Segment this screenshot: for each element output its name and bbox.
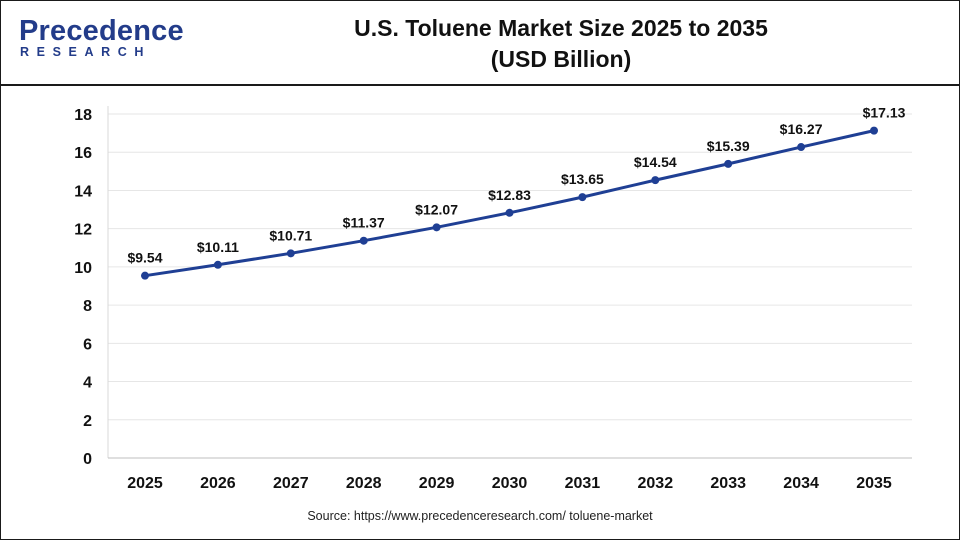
y-tick-label: 6	[83, 336, 92, 353]
x-tick-label: 2028	[346, 475, 382, 492]
y-tick-label: 14	[74, 183, 92, 200]
data-label: $17.13	[863, 105, 906, 121]
data-point	[724, 159, 733, 168]
x-tick-label: 2032	[638, 475, 674, 492]
data-label: $16.27	[780, 121, 823, 137]
y-tick-label: 0	[83, 451, 92, 468]
x-tick-label: 2035	[856, 475, 892, 492]
data-label: $10.11	[197, 239, 239, 255]
data-point	[797, 143, 806, 152]
x-tick-label: 2029	[419, 475, 455, 492]
x-tick-label: 2033	[710, 475, 746, 492]
data-point	[141, 271, 149, 280]
data-label: $11.37	[343, 215, 385, 231]
data-label: $14.54	[634, 154, 677, 170]
x-tick-label: 2030	[492, 475, 528, 492]
chart-title-line2: (USD Billion)	[490, 46, 632, 72]
data-label: $15.39	[707, 138, 750, 154]
data-point	[359, 236, 368, 245]
data-point	[286, 249, 295, 258]
data-point	[432, 223, 441, 232]
data-point	[578, 193, 587, 202]
data-label: $12.83	[488, 187, 531, 203]
y-tick-label: 4	[83, 375, 92, 392]
x-tick-label: 2031	[565, 475, 601, 492]
header: Precedence RESEARCH U.S. Toluene Market …	[1, 1, 959, 86]
y-tick-label: 18	[74, 107, 92, 124]
y-tick-label: 16	[74, 145, 92, 162]
data-label: $12.07	[415, 201, 458, 217]
data-label: $10.71	[269, 227, 312, 243]
y-tick-label: 10	[74, 260, 92, 277]
y-tick-label: 8	[83, 298, 92, 315]
data-point	[213, 260, 222, 269]
data-label: $9.54	[127, 250, 162, 266]
logo-main-text: Precedence	[19, 15, 184, 47]
logo-sub-text: RESEARCH	[20, 45, 151, 59]
x-tick-label: 2026	[200, 475, 236, 492]
data-point	[505, 208, 514, 217]
y-tick-label: 12	[74, 222, 92, 239]
data-label: $13.65	[561, 171, 604, 187]
x-tick-label: 2034	[783, 475, 819, 492]
y-tick-label: 2	[83, 413, 92, 430]
chart-title-line1: U.S. Toluene Market Size 2025 to 2035	[354, 15, 768, 41]
chart-title: U.S. Toluene Market Size 2025 to 2035 (U…	[291, 13, 831, 75]
x-tick-label: 2025	[127, 475, 163, 492]
x-tick-label: 2027	[273, 475, 309, 492]
source-note: Source: https://www.precedenceresearch.c…	[307, 509, 653, 523]
precedence-research-logo: Precedence RESEARCH	[19, 15, 184, 65]
data-point	[870, 126, 878, 135]
data-point	[651, 176, 660, 185]
